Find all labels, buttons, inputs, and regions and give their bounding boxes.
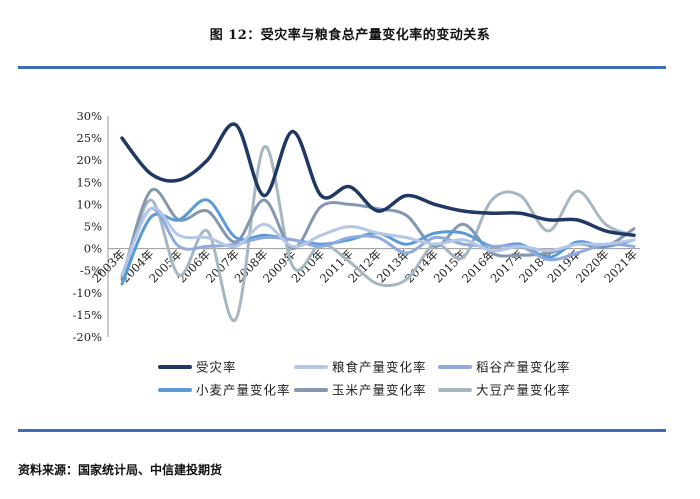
y-tick-label: -15% — [73, 308, 103, 322]
y-tick-label: -5% — [80, 264, 102, 278]
legend-item-1: 粮食产量变化率 — [294, 360, 427, 375]
legend-label: 稻谷产量变化率 — [476, 360, 571, 375]
source-note: 资料来源：国家统计局、中信建投期货 — [18, 463, 223, 477]
y-tick-label: 30% — [76, 109, 102, 123]
legend-label: 粮食产量变化率 — [332, 360, 427, 375]
y-tick-label: 25% — [76, 131, 102, 145]
y-tick-label: 20% — [76, 153, 102, 167]
series-line-5 — [120, 145, 636, 323]
legend-item-4: 玉米产量变化率 — [294, 383, 427, 398]
series-line-1 — [120, 206, 636, 277]
series-line-0 — [120, 122, 636, 238]
legend-label: 小麦产量变化率 — [196, 383, 291, 398]
legend-item-3: 小麦产量变化率 — [158, 383, 291, 398]
y-tick-label: 0% — [84, 242, 102, 256]
series-layer — [120, 122, 636, 323]
legend-item-2: 稻谷产量变化率 — [438, 360, 571, 375]
legend-item-5: 大豆产量变化率 — [438, 383, 571, 398]
y-tick-label: -10% — [73, 286, 103, 300]
series-line-4 — [120, 187, 636, 281]
y-tick-label: 5% — [84, 220, 102, 234]
bottom-divider — [18, 429, 666, 432]
y-tick-label: -20% — [73, 330, 103, 344]
legend-label: 大豆产量变化率 — [476, 383, 571, 398]
y-tick-label: 10% — [76, 197, 102, 211]
series-line-2 — [120, 207, 636, 277]
legend-item-0: 受灾率 — [158, 360, 237, 375]
top-divider — [18, 66, 666, 69]
y-tick-label: 15% — [76, 175, 102, 189]
legend-label: 玉米产量变化率 — [332, 383, 427, 398]
chart-title: 图 12：受灾率与粮食总产量变化率的变动关系 — [209, 28, 491, 43]
legend-label: 受灾率 — [196, 360, 237, 375]
